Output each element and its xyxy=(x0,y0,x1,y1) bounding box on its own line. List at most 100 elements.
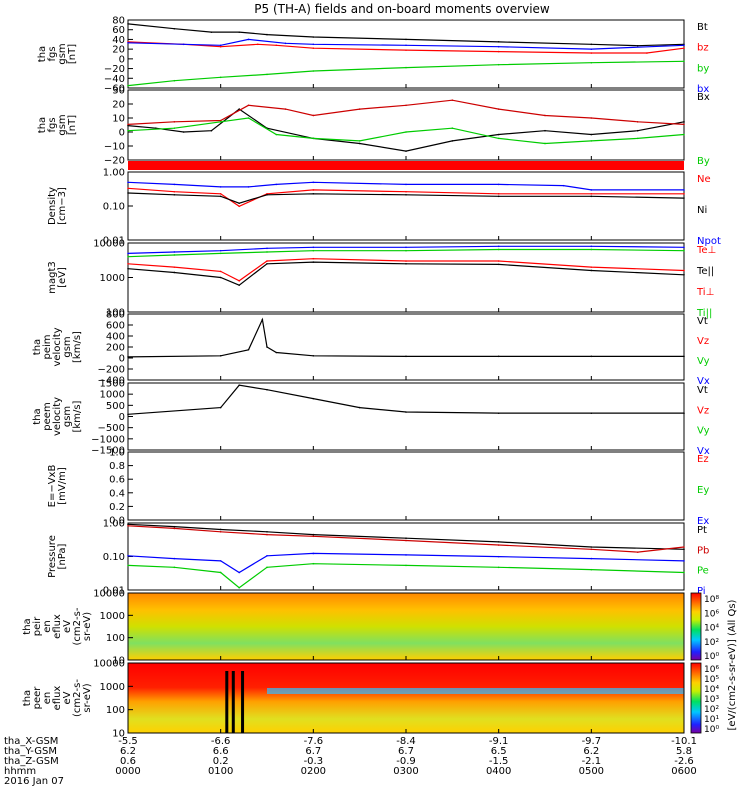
panel-frame xyxy=(127,171,685,241)
y-tick-label: 1000 xyxy=(100,273,125,284)
panel-density: 1.00 0.10 0.01 Density [cm−3] Ne Ni Npot xyxy=(47,168,721,248)
y-tick-label: 1.00 xyxy=(103,519,125,530)
y-axis-label: tha xyxy=(22,690,33,706)
y-tick-label: 0.10 xyxy=(103,552,125,563)
point-Te|| xyxy=(312,261,315,263)
point-Ni xyxy=(219,195,222,198)
x-row-label: tha_Y-GSM xyxy=(4,746,57,757)
point-bz xyxy=(405,49,407,51)
point-Pe xyxy=(497,566,500,569)
point-By xyxy=(544,142,546,145)
point-Ti⊥ xyxy=(173,251,176,253)
data-gap-0 xyxy=(225,671,229,733)
y-axis-label: tha xyxy=(37,117,48,133)
y-tick-label: 0.10 xyxy=(103,202,125,213)
point-bx xyxy=(683,44,685,47)
point-Pb xyxy=(266,533,268,536)
point-Ti⊥ xyxy=(219,249,222,252)
point-By xyxy=(590,140,593,142)
point-By(red) xyxy=(497,108,500,110)
y-axis-label: fgs xyxy=(47,46,58,61)
y-tick-label: 800 xyxy=(106,310,125,321)
series-Te|| xyxy=(127,261,685,286)
point-Ti|| xyxy=(590,248,593,251)
y-tick-label: 10 xyxy=(112,114,125,125)
colorbar-label: 10⁸ xyxy=(704,595,719,605)
point-bx xyxy=(497,45,500,48)
x-row-label: hhmm xyxy=(4,766,36,777)
x-row-value: 6.6 xyxy=(213,746,229,757)
point-Te|| xyxy=(497,263,500,266)
point-Ti|| xyxy=(405,249,407,252)
y-axis-label: fgs xyxy=(47,117,58,132)
point-Vt xyxy=(683,355,685,358)
point-Te|| xyxy=(238,284,240,286)
point-Te⊥ xyxy=(683,269,685,272)
panel-fgs_comp: 30 20 10 0 −10 −20 tha fgs gsm [nT] Bx By xyxy=(37,86,710,168)
point-by xyxy=(266,73,268,76)
point-by xyxy=(173,79,176,82)
colorbar-unit: [eV/(cm2-s-sr-eV)] (All Qs) xyxy=(727,599,738,730)
point-Vt xyxy=(261,318,264,321)
series-Ni xyxy=(127,192,685,204)
colorbar-cb2 xyxy=(690,662,702,734)
x-row-value: -8.4 xyxy=(396,736,416,747)
y-tick-label: 40 xyxy=(112,35,125,46)
x-row-value: -2.6 xyxy=(674,756,694,767)
point-Ti⊥ xyxy=(497,245,500,248)
y-axis-label: Density xyxy=(47,187,58,225)
point-Pe xyxy=(683,571,685,574)
point-Bx xyxy=(358,142,361,145)
point-Vt xyxy=(219,355,222,357)
point-Pb xyxy=(497,544,500,546)
point-Bx xyxy=(210,129,213,132)
point-By(red) xyxy=(219,119,222,122)
legend-bx: bx xyxy=(697,84,709,95)
series-Vt xyxy=(127,317,684,358)
point-Npot xyxy=(219,186,222,188)
y-axis-label: sr-eV) xyxy=(82,683,93,712)
panel-frame xyxy=(127,451,685,521)
colorbar-label: 10⁴ xyxy=(704,624,719,634)
point-Vt xyxy=(358,406,361,409)
point-Ne xyxy=(405,190,407,193)
y-axis-label: gsm xyxy=(62,336,73,357)
y-axis-label: [km/s] xyxy=(72,331,83,363)
point-Te|| xyxy=(405,262,407,265)
spectrogram-peir xyxy=(128,593,684,660)
point-By(red) xyxy=(358,108,361,110)
y-tick-label: 1000 xyxy=(100,682,125,693)
point-By xyxy=(247,117,250,119)
spectrogram-band xyxy=(267,688,684,694)
y-tick-label: 60 xyxy=(112,25,125,36)
point-Pb xyxy=(219,530,222,533)
y-tick-label: −20 xyxy=(104,156,125,167)
colorbar-label: 10⁶ xyxy=(704,609,719,619)
series-by xyxy=(127,60,685,87)
point-Pi xyxy=(238,571,240,574)
legend-Ne: Ne xyxy=(697,174,711,185)
colorbar-label: 10⁶ xyxy=(704,665,719,675)
point-Bx xyxy=(127,124,129,127)
point-Te|| xyxy=(219,276,222,279)
point-Pe xyxy=(238,586,240,589)
legend-Ex: Ex xyxy=(697,516,709,527)
point-Pi xyxy=(127,554,129,557)
y-tick-label: 30 xyxy=(112,86,125,97)
x-row-label: tha_Z-GSM xyxy=(4,756,59,767)
point-Pt xyxy=(173,525,176,528)
y-tick-label: −500 xyxy=(98,423,125,434)
series-Pi xyxy=(127,552,685,574)
y-tick-label: −400 xyxy=(98,376,125,387)
y-axis-label: velocity xyxy=(52,397,63,436)
y-tick-label: −20 xyxy=(104,64,125,75)
panel-frame xyxy=(127,522,685,591)
colorbar-label: 10⁰ xyxy=(704,652,719,662)
legend-Pe: Pe xyxy=(697,566,709,577)
y-axis-label: peer xyxy=(32,686,43,710)
point-Ne xyxy=(497,193,500,195)
point-Te⊥ xyxy=(219,270,222,273)
point-Npot xyxy=(562,184,565,187)
